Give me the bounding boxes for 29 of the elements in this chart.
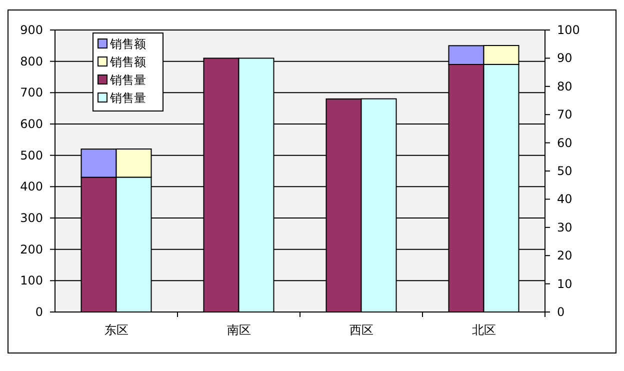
y-tick-label: 0 bbox=[35, 305, 43, 319]
y2-tick-label: 100 bbox=[557, 23, 580, 37]
y2-tick-label: 50 bbox=[557, 164, 572, 178]
y2-tick-label: 10 bbox=[557, 276, 572, 291]
x-tick-label: 南区 bbox=[226, 323, 251, 337]
y-tick-label: 900 bbox=[20, 23, 43, 37]
legend-label: 销售量 bbox=[109, 91, 146, 105]
y-tick-label: 300 bbox=[20, 211, 43, 225]
y-tick-label: 700 bbox=[20, 86, 43, 100]
y2-tick-label: 90 bbox=[557, 51, 572, 66]
legend-label: 销售额 bbox=[109, 37, 146, 51]
y2-tick-label: 0 bbox=[557, 305, 565, 319]
x-tick-label: 东区 bbox=[104, 323, 128, 337]
x-tick-label: 北区 bbox=[472, 323, 496, 337]
y2-tick-label: 40 bbox=[557, 192, 572, 206]
y2-tick-label: 20 bbox=[557, 248, 572, 263]
y2-tick-label: 80 bbox=[557, 79, 572, 94]
legend-label: 销售额 bbox=[109, 55, 146, 69]
y-tick-label: 200 bbox=[20, 242, 43, 256]
y-tick-label: 100 bbox=[20, 274, 43, 288]
y-tick-label: 800 bbox=[20, 54, 43, 68]
y-tick-label: 500 bbox=[20, 148, 43, 162]
y-tick-label: 400 bbox=[20, 180, 43, 194]
y-tick-label: 600 bbox=[20, 117, 43, 131]
legend-label: 销售量 bbox=[109, 73, 146, 87]
x-tick-label: 西区 bbox=[349, 323, 374, 337]
y2-tick-label: 30 bbox=[557, 220, 572, 234]
y2-tick-label: 70 bbox=[557, 108, 572, 122]
y2-tick-label: 60 bbox=[557, 136, 572, 150]
